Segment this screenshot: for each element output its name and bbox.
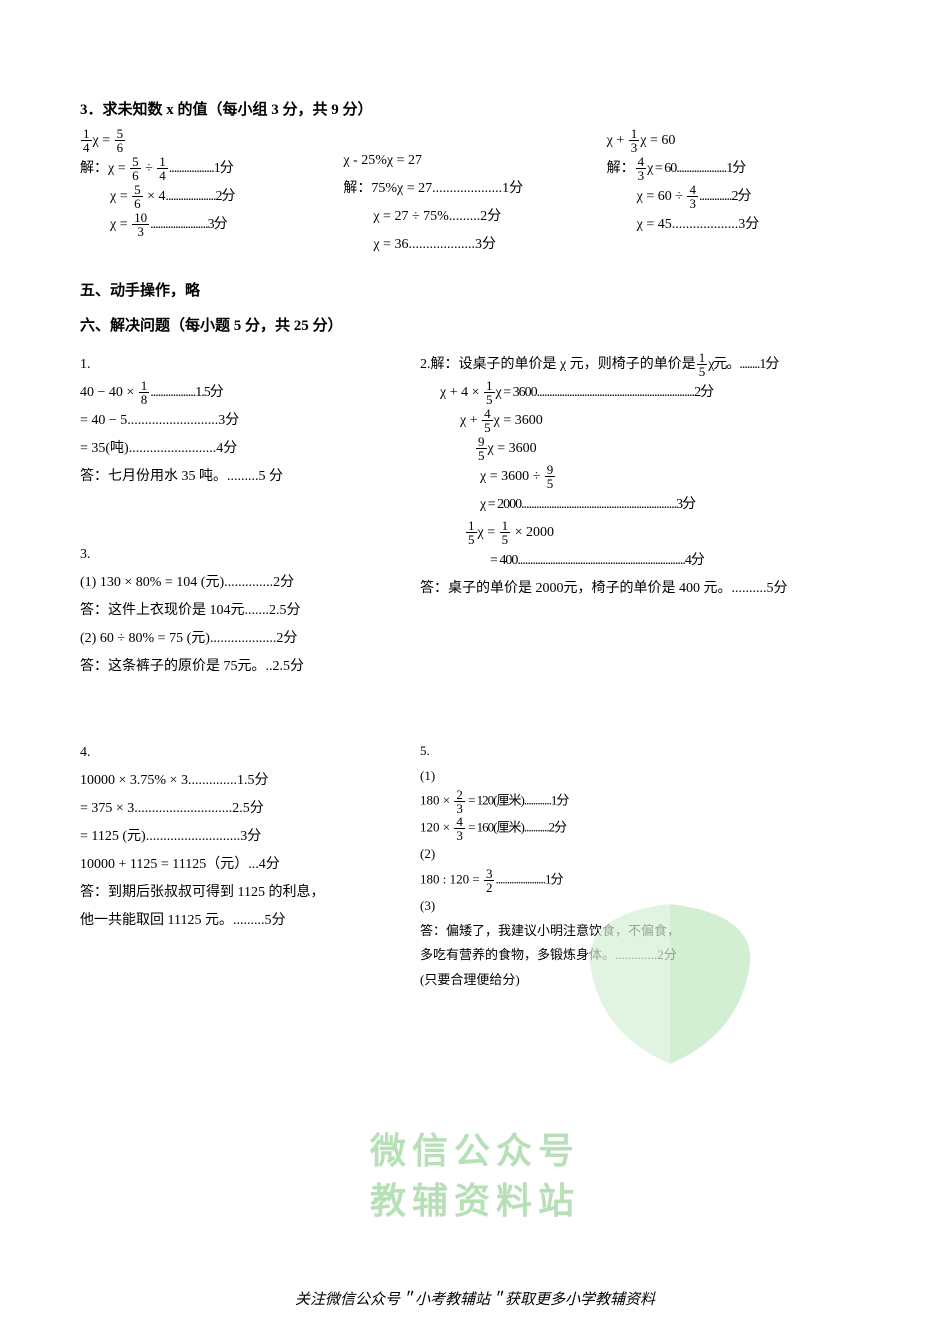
p3a-l3: χ = 56 × 4....................2分 [80, 183, 333, 211]
q3-title: 3．求未知数 x 的值（每小组 3 分，共 9 分） [80, 98, 870, 119]
p5-a2: 多吃有营养的食物，多锻炼身体。.............2分 [420, 943, 870, 968]
p2-l6: 15χ = 15 × 2000 [420, 519, 870, 547]
p5-l2: 120 × 43 = 160(厘米)...........2分 [420, 815, 870, 842]
p3b-l3: χ = 27 ÷ 75%.........2分 [343, 203, 596, 231]
problem-2: 2.解：设桌子的单价是 χ 元，则椅子的单价是15χ元。........1分 χ… [420, 351, 870, 681]
p1-l1: 40 − 40 × 18..................1.5分 [80, 379, 400, 407]
p3-a2: 答：这条裤子的原价是 75元。..2.5分 [80, 653, 400, 681]
p5-a3: (只要合理便给分) [420, 968, 870, 993]
q3-col-c: χ + 13χ = 60 解：43χ = 60.................… [607, 127, 870, 259]
watermark-line-1: 微信公众号 [0, 1122, 950, 1174]
p5-a1: 答：偏矮了，我建议小明注意饮食，不偏食， [420, 919, 870, 944]
p4-a1: 答：到期后张叔叔可得到 1125 的利息， [80, 879, 400, 907]
p2-l3: 95χ = 3600 [420, 435, 870, 463]
p3a-l2: 解：χ = 56 ÷ 14..................1分 [80, 155, 333, 183]
p3c-l4: χ = 45...................3分 [607, 211, 860, 239]
p4-hdr: 4. [80, 739, 400, 767]
p4-l3: = 1125 (元)...........................3分 [80, 823, 400, 851]
p2-ans: 答：桌子的单价是 2000元，椅子的单价是 400 元。..........5分 [420, 575, 870, 603]
p3b-l4: χ = 36...................3分 [343, 231, 596, 259]
section-5: 五、动手操作，略 [80, 279, 870, 300]
p5-s1: (1) [420, 764, 870, 789]
p2-l1: χ + 4 × 15χ = 3600......................… [420, 379, 870, 407]
q3-col-a: 14χ = 56 解：χ = 56 ÷ 14..................… [80, 127, 343, 259]
p5-s2: (2) [420, 842, 870, 867]
p2-l5: χ = 2000................................… [420, 491, 870, 519]
p4-l4: 10000 + 1125 = 11125（元）...4分 [80, 851, 400, 879]
q3-col-b: χ - 25%χ = 27 解：75%χ = 27...............… [343, 127, 606, 259]
watermark-line-2: 教辅资料站 [0, 1172, 950, 1224]
p3b-l2: 解：75%χ = 27....................1分 [343, 175, 596, 203]
p4-l2: = 375 × 3............................2.5… [80, 795, 400, 823]
p2-l4: χ = 3600 ÷ 95 [420, 463, 870, 491]
section-6: 六、解决问题（每小题 5 分，共 25 分） [80, 314, 870, 335]
p2-hdr: 2.解：设桌子的单价是 χ 元，则椅子的单价是15χ元。........1分 [420, 351, 870, 379]
p5-l1: 180 × 23 = 120(厘米)............1分 [420, 788, 870, 815]
p3c-l2: 解：43χ = 60....................1分 [607, 155, 860, 183]
page-footer: 关注微信公众号＂小考教辅站＂获取更多小学教辅资料 [0, 1288, 950, 1309]
p5-hdr: 5. [420, 739, 870, 764]
q3-solutions: 14χ = 56 解：χ = 56 ÷ 14..................… [80, 127, 870, 259]
p3a-l4: χ = 103.......................3分 [80, 211, 333, 239]
problems-row-1: 1. 40 − 40 × 18..................1.5分 = … [80, 343, 870, 681]
p1-ans: 答：七月份用水 35 吨。.........5 分 [80, 463, 400, 491]
p5-l3: 180 : 120 = 32......................1分 [420, 867, 870, 894]
p4-l1: 10000 × 3.75% × 3..............1.5分 [80, 767, 400, 795]
p3b-l1: χ - 25%χ = 27 [343, 147, 596, 175]
p1-l3: = 35(吨).........................4分 [80, 435, 400, 463]
p2-l2: χ + 45χ = 3600 [420, 407, 870, 435]
p4-a2: 他一共能取回 11125 元。.........5分 [80, 907, 400, 935]
problem-4: 4. 10000 × 3.75% × 3..............1.5分 =… [80, 739, 400, 993]
p3-hdr: 3. [80, 541, 400, 569]
p3a-l1: 14χ = 56 [80, 127, 333, 155]
p1-l2: = 40 − 5..........................3分 [80, 407, 400, 435]
p3-l1: (1) 130 × 80% = 104 (元)..............2分 [80, 569, 400, 597]
problem-1: 1. 40 − 40 × 18..................1.5分 = … [80, 351, 400, 681]
p1-hdr: 1. [80, 351, 400, 379]
p3-l2: (2) 60 ÷ 80% = 75 (元)...................… [80, 625, 400, 653]
page-content: 3．求未知数 x 的值（每小组 3 分，共 9 分） 14χ = 56 解：χ … [0, 0, 950, 1033]
p5-s3: (3) [420, 894, 870, 919]
p3-a1: 答：这件上衣现价是 104元.......2.5分 [80, 597, 400, 625]
p3c-l1: χ + 13χ = 60 [607, 127, 860, 155]
p3c-l3: χ = 60 ÷ 43.............2分 [607, 183, 860, 211]
problems-row-2: 4. 10000 × 3.75% × 3..............1.5分 =… [80, 731, 870, 993]
problem-5: 5. (1) 180 × 23 = 120(厘米)............1分 … [420, 739, 870, 993]
p2-l7: = 400...................................… [420, 547, 870, 575]
